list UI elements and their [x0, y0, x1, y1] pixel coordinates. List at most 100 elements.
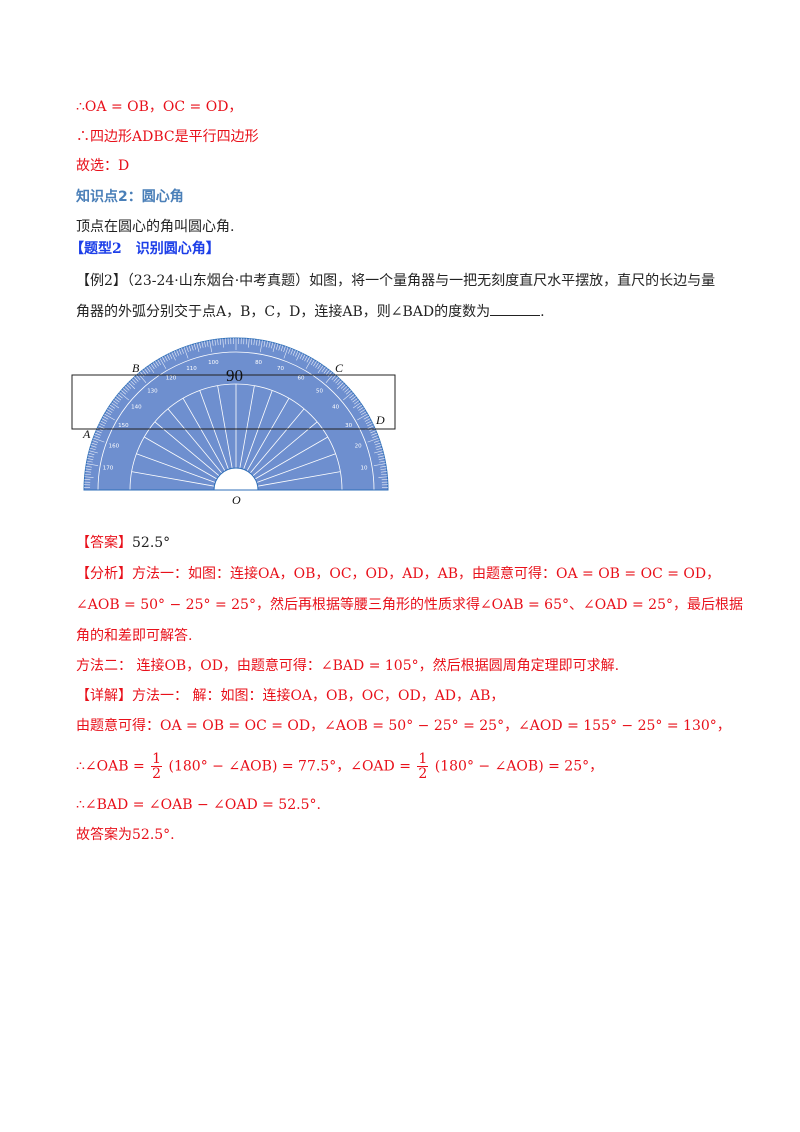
protractor-tick	[88, 452, 95, 455]
protractor-tick	[310, 359, 315, 366]
protractor-radial-line	[249, 408, 305, 474]
protractor-tick	[260, 340, 263, 353]
protractor-tick	[219, 338, 222, 345]
protractor-tick	[268, 341, 271, 348]
fraction-denominator: 2	[418, 766, 428, 782]
protractor-tick	[111, 402, 120, 409]
protractor-tick	[317, 363, 322, 370]
protractor-tick	[99, 423, 105, 427]
protractor-tick	[152, 362, 157, 368]
analysis-tag: 【分析】	[76, 566, 132, 582]
protractor-degree-label: 80	[255, 360, 262, 366]
protractor-tick	[380, 465, 387, 468]
detail-3b: (180° − ∠AOB) = 77.5°，∠OAD =	[168, 758, 411, 775]
protractor-tick	[248, 338, 250, 348]
protractor-center	[213, 467, 259, 491]
protractor-tick	[134, 376, 139, 382]
protractor-tick	[204, 341, 206, 348]
protractor-tick	[95, 430, 102, 434]
protractor-tick	[350, 396, 356, 401]
protractor-tick	[344, 388, 350, 393]
protractor-tick	[222, 338, 224, 348]
detail-text-1: 方法一： 解：如图：连接OA，OB，OC，OD，AD，AB，	[132, 688, 505, 704]
protractor-radial-line	[254, 436, 328, 480]
protractor-tick	[349, 394, 355, 399]
protractor-tick	[305, 358, 313, 369]
protractor-tick	[93, 435, 100, 438]
protractor-tick	[193, 343, 197, 350]
example-line-1: 【例2】（23-24·山东烟台·中考真题）如图，将一个量角器与一把无刻度直尺水平…	[76, 270, 715, 292]
protractor-tick	[89, 447, 96, 451]
protractor-tick	[206, 340, 209, 347]
protractor-degree-label: 50	[316, 388, 323, 394]
protractor-tick	[345, 390, 351, 395]
protractor-radial-line	[199, 390, 229, 470]
protractor-tick	[116, 396, 122, 401]
protractor-tick	[150, 363, 155, 370]
protractor-tick	[299, 353, 303, 359]
protractor-tick	[379, 460, 386, 463]
protractor-tick	[85, 471, 92, 473]
method-two-line: 方法二： 连接OB，OD，由题意可得：∠BAD = 105°，然后根据圆周角定理…	[76, 658, 620, 674]
protractor-tick	[367, 423, 373, 427]
protractor-tick	[85, 465, 92, 468]
protractor-tick	[128, 382, 136, 390]
protractor-tick	[367, 437, 379, 443]
final-answer-line: 故答案为52.5°.	[76, 827, 175, 843]
protractor-tick	[188, 345, 192, 352]
protractor-tick	[119, 392, 129, 401]
analysis-line-3: 角的和差即可解答.	[76, 628, 193, 644]
protractor-degree-label: 40	[332, 404, 339, 410]
example-text-1: （23-24·山东烟台·中考真题）如图，将一个量角器与一把无刻度直尺水平摆放，直…	[126, 273, 716, 289]
protractor-radial-line	[136, 453, 216, 483]
answer-line: 【答案】52.5°	[76, 532, 170, 554]
definition-text: 顶点在圆心的角叫圆心角.	[76, 219, 235, 235]
protractor-tick	[162, 356, 166, 363]
protractor-tick	[186, 346, 189, 353]
protractor-radial-line	[154, 421, 220, 477]
protractor-tick	[283, 347, 289, 359]
fraction-denominator: 2	[152, 766, 162, 782]
protractor-tick	[353, 400, 360, 405]
protractor-tick	[159, 358, 167, 369]
protractor-tick	[343, 392, 353, 401]
protractor-tick	[358, 406, 364, 411]
protractor-tick	[84, 473, 91, 476]
protractor-tick	[275, 343, 279, 350]
protractor-tick	[340, 384, 346, 389]
protractor-radial-line	[217, 385, 233, 469]
proof-line-2: ∴四边形ADBC是平行四边形	[76, 129, 259, 145]
protractor-tick	[258, 339, 261, 346]
knowledge-heading: 知识点2：圆心角	[76, 189, 184, 205]
protractor-radial-line	[239, 385, 255, 469]
example-line-2: 角器的外弧分别交于点A，B，C，D，连接AB，则∠BAD的度数为.	[76, 301, 545, 323]
fraction-numerator: 1	[151, 751, 163, 767]
protractor-tick	[87, 455, 94, 458]
analysis-line-2: ∠AOB = 50° − 25° = 25°，然后再根据等腰三角形的性质求得∠O…	[76, 597, 743, 613]
protractor-radial-line	[257, 471, 341, 487]
protractor-tick	[374, 442, 381, 446]
protractor-tick	[169, 353, 173, 359]
protractor-tick	[306, 356, 310, 363]
detail-line-2: 由题意可得：OA = OB = OC = OD，∠AOB = 50° − 25°…	[76, 718, 731, 734]
protractor-radial-line	[246, 398, 290, 472]
protractor-tick	[94, 432, 101, 436]
protractor-tick	[84, 476, 94, 478]
protractor-tick	[376, 447, 383, 451]
protractor-tick	[214, 339, 216, 346]
protractor-tick	[364, 418, 371, 422]
protractor-radial-line	[167, 408, 223, 474]
protractor-tick	[211, 339, 214, 346]
protractor-tick	[365, 420, 372, 424]
protractor-tick	[178, 348, 182, 355]
protractor-tick	[124, 386, 130, 391]
protractor-tick	[146, 366, 151, 373]
label-C: C	[335, 361, 344, 375]
protractor-tick	[333, 376, 338, 382]
protractor-tick	[360, 411, 367, 416]
protractor-degree-label: 150	[118, 423, 129, 429]
protractor-tick	[292, 349, 296, 356]
protractor-tick	[105, 411, 112, 416]
protractor-tick	[112, 400, 119, 405]
